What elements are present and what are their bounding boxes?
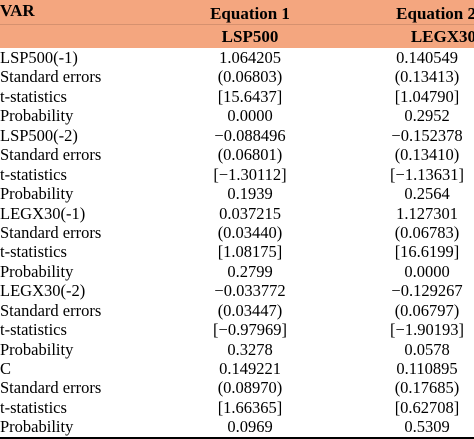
table-row: Standard errors (0.06801) (0.13410) (0, 145, 474, 164)
equation-1-value: (0.08970) (217, 378, 283, 398)
row-label: LSP500(-2) (0, 125, 78, 145)
row-label: C (0, 359, 12, 378)
equation-2-value: (0.06797) (394, 300, 460, 320)
table-row: Standard errors (0.06803) (0.13413) (0, 67, 474, 86)
table-row: Probability 0.0000 0.2952 (0, 106, 474, 125)
row-label: Standard errors (0, 145, 102, 165)
header-divider (0, 24, 474, 25)
equation-2-value: [1.04790] (394, 86, 460, 106)
equation-2-value: 0.140549 (396, 48, 458, 67)
table-bottom-rule (0, 437, 474, 439)
equation-2-value: −0.129267 (391, 281, 463, 301)
table-body: LSP500(-1) 1.064205 0.140549 Standard error… (0, 48, 474, 437)
table-row: Probability 0.0969 0.5309 (0, 417, 474, 436)
row-label: t-statistics (0, 397, 67, 417)
equation-1-value: 0.3278 (227, 339, 273, 359)
row-label: t-statistics (0, 86, 67, 106)
equation-1-value: 0.0969 (227, 417, 273, 437)
equation-1-value: 1.064205 (219, 48, 281, 67)
table-header: VAR Equation 1 Equation 2 LSP500 LEGX30 (0, 0, 474, 48)
table-row: Standard errors (0.08970) (0.17685) (0, 378, 474, 397)
equation-2-value: −0.152378 (391, 125, 463, 145)
equation-2-value: [−1.90193] (390, 320, 464, 340)
equation-2-value: [−1.13631] (390, 164, 464, 184)
row-label: Probability (0, 184, 74, 204)
table-row: Probability 0.3278 0.0578 (0, 340, 474, 359)
equation-1-value: (0.06801) (217, 145, 283, 165)
header-dependent-variable-2: LEGX30 (410, 27, 474, 46)
row-label: LSP500(-1) (0, 48, 78, 67)
table-row: LSP500(-2) −0.088496 −0.152378 (0, 126, 474, 145)
equation-1-value: (0.03447) (217, 300, 283, 320)
table-row: LEGX30(-2) −0.033772 −0.129267 (0, 281, 474, 300)
header-equation-2: Equation 2 (396, 4, 474, 23)
table-row: C 0.149221 0.110895 (0, 359, 474, 378)
row-label: LEGX30(-2) (0, 281, 86, 301)
equation-2-value: 1.127301 (396, 203, 458, 223)
row-label: t-statistics (0, 320, 67, 340)
equation-1-value: 0.0000 (227, 106, 273, 126)
table-row: Standard errors (0.03440) (0.06783) (0, 223, 474, 242)
table-row: LEGX30(-1) 0.037215 1.127301 (0, 204, 474, 223)
row-label: Probability (0, 417, 74, 437)
table-row: t-statistics [1.66365] [0.62708] (0, 398, 474, 417)
equation-2-value: [0.62708] (394, 397, 460, 417)
equation-1-value: −0.033772 (214, 281, 286, 301)
table-row: Standard errors (0.03447) (0.06797) (0, 301, 474, 320)
equation-1-value: [−1.30112] (213, 164, 287, 184)
equation-2-value: (0.17685) (394, 378, 460, 398)
equation-2-value: (0.13410) (394, 145, 460, 165)
header-equation-1: Equation 1 (210, 4, 290, 23)
equation-1-value: 0.2799 (227, 261, 273, 281)
equation-1-value: [−0.97969] (213, 320, 287, 340)
equation-1-value: 0.037215 (219, 203, 281, 223)
table-row: t-statistics [15.6437] [1.04790] (0, 87, 474, 106)
equation-1-value: 0.1939 (227, 184, 273, 204)
table-row: t-statistics [−0.97969] [−1.90193] (0, 320, 474, 339)
equation-1-value: (0.06803) (217, 67, 283, 87)
table-row: t-statistics [1.08175] [16.6199] (0, 242, 474, 261)
equation-2-value: [16.6199] (394, 242, 460, 262)
equation-2-value: 0.110895 (396, 359, 458, 378)
row-label: Standard errors (0, 378, 102, 398)
table-row: Probability 0.1939 0.2564 (0, 184, 474, 203)
equation-2-value: 0.2952 (404, 106, 450, 126)
row-label: Standard errors (0, 67, 102, 87)
row-label: Standard errors (0, 300, 102, 320)
table-row: Probability 0.2799 0.0000 (0, 262, 474, 281)
equation-1-value: (0.03440) (217, 222, 283, 242)
equation-1-value: [1.08175] (217, 242, 283, 262)
row-label: Probability (0, 261, 74, 281)
equation-1-value: 0.149221 (219, 359, 281, 378)
row-label: t-statistics (0, 242, 67, 262)
header-var-label: VAR (0, 1, 35, 20)
row-label: Standard errors (0, 222, 102, 242)
row-label: Probability (0, 106, 74, 126)
equation-2-value: (0.13413) (394, 67, 460, 87)
equation-1-value: [15.6437] (217, 86, 283, 106)
table-row: LSP500(-1) 1.064205 0.140549 (0, 48, 474, 67)
equation-1-value: [1.66365] (217, 397, 283, 417)
equation-2-value: 0.5309 (404, 417, 450, 437)
row-label: t-statistics (0, 164, 67, 184)
row-label: LEGX30(-1) (0, 203, 86, 223)
equation-1-value: −0.088496 (214, 125, 286, 145)
table-row: t-statistics [−1.30112] [−1.13631] (0, 165, 474, 184)
equation-2-value: 0.0000 (404, 261, 450, 281)
equation-2-value: 0.2564 (404, 184, 450, 204)
row-label: Probability (0, 339, 74, 359)
equation-2-value: 0.0578 (404, 339, 450, 359)
header-dependent-variable-1: LSP500 (221, 27, 279, 46)
equation-2-value: (0.06783) (394, 222, 460, 242)
